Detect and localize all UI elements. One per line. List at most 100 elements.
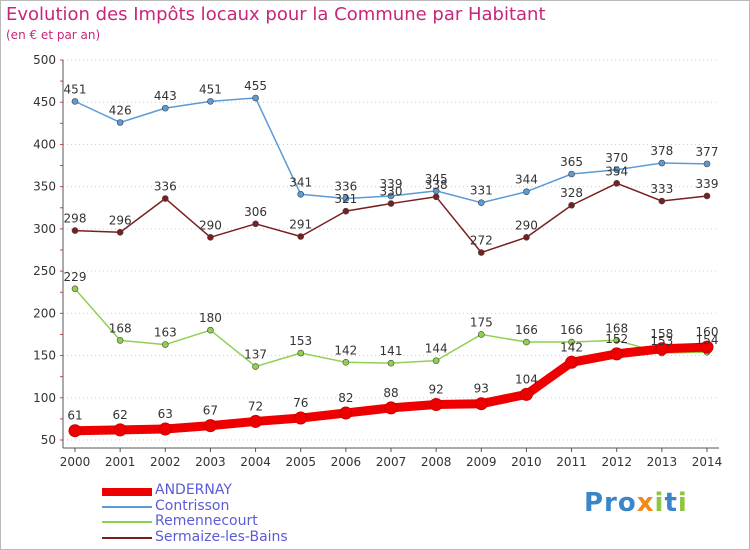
data-point-sermaize-les-bains-2012 [613,179,621,187]
y-tick-label-450: 450 [33,95,56,109]
data-point-contrisson-2001 [116,119,124,126]
data-label-contrisson-2014: 377 [696,145,719,159]
y-tick-label-500: 500 [33,53,56,67]
data-label-contrisson-2005: 341 [289,175,312,189]
data-label-sermaize-les-bains-2002: 336 [154,179,177,193]
data-point-andernay-2011 [565,355,579,369]
data-point-sermaize-les-bains-2006 [342,207,350,215]
data-label-remennecourt-2008: 144 [425,342,448,356]
data-label-andernay-2010: 104 [515,372,538,386]
data-point-sermaize-les-bains-2004 [252,220,259,228]
data-label-sermaize-les-bains-2012: 354 [605,164,628,178]
series-layer [68,94,714,438]
data-labels: 61 62 63 67 72 76 82 88 92 93 104 142 152 158 160 451 42… [64,79,719,423]
data-label-contrisson-2009: 331 [470,184,493,198]
data-label-remennecourt-2004: 137 [244,348,267,362]
x-tick-label-2014: 2014 [692,455,723,469]
y-tick-label-200: 200 [33,306,56,320]
data-point-contrisson-2009 [477,199,485,207]
data-label-sermaize-les-bains-2013: 333 [650,182,673,196]
data-label-andernay-2008: 92 [429,383,444,397]
data-label-sermaize-les-bains-2008: 338 [425,178,448,192]
data-label-contrisson-2011: 365 [560,155,583,169]
data-point-remennecourt-2004 [252,363,259,370]
data-label-contrisson-2004: 455 [244,79,267,93]
data-point-remennecourt-2002 [161,341,169,348]
data-point-sermaize-les-bains-2005 [297,233,305,240]
data-point-contrisson-2010 [523,188,530,196]
data-label-andernay-2014: 160 [696,325,719,339]
legend-label-andernay: ANDERNAY [155,482,232,498]
legend-label-sermaize: Sermaize-les-Bains [155,529,288,545]
x-tick-label-2011: 2011 [556,455,587,469]
data-point-andernay-2001 [113,423,127,437]
x-tick-label-2008: 2008 [421,455,452,469]
legend-swatch-remennecourt [102,521,152,523]
data-point-andernay-2013 [655,342,669,356]
x-tick-label-2003: 2003 [195,455,226,469]
data-point-remennecourt-2006 [342,359,350,366]
logo-part-t: t [664,488,678,518]
legend-label-contrisson: Contrisson [155,498,230,514]
data-label-sermaize-les-bains-2010: 290 [515,218,538,232]
data-point-contrisson-2002 [161,104,169,112]
gridlines [63,59,719,441]
data-point-remennecourt-2007 [387,359,395,367]
legend-label-remennecourt: Remennecourt [155,513,258,529]
data-point-sermaize-les-bains-2013 [658,197,666,205]
axes: 50 100 150 200 250 300 350 400 450 500 2000 2001 200… [33,53,722,469]
data-label-remennecourt-2009: 175 [470,315,493,329]
logo-part-pro: Pro [584,488,637,518]
data-label-sermaize-les-bains-2004: 306 [244,205,267,219]
data-point-andernay-2004 [249,414,263,428]
data-label-contrisson-2002: 443 [154,89,177,103]
data-label-sermaize-les-bains-2003: 290 [199,218,222,232]
data-label-remennecourt-2001: 168 [109,321,132,335]
data-point-remennecourt-2001 [116,337,124,344]
data-point-sermaize-les-bains-2014 [703,192,711,200]
y-tick-label-350: 350 [33,180,56,194]
data-point-andernay-2009 [474,397,488,411]
data-point-sermaize-les-bains-2001 [116,228,124,236]
data-label-remennecourt-2007: 141 [380,344,403,358]
data-point-contrisson-2004 [252,94,259,102]
data-point-contrisson-2006 [342,195,350,202]
data-point-andernay-2014 [700,340,714,354]
data-label-remennecourt-2002: 163 [154,326,177,340]
data-label-andernay-2004: 72 [248,399,263,413]
data-label-sermaize-les-bains-2014: 339 [696,177,719,191]
data-point-sermaize-les-bains-2008 [432,193,440,201]
x-tick-label-2004: 2004 [240,455,271,469]
x-tick-label-2010: 2010 [511,455,542,469]
data-point-andernay-2010 [519,387,533,401]
data-label-contrisson-2003: 451 [199,82,222,96]
data-point-contrisson-2011 [568,170,575,178]
x-tick-label-2002: 2002 [150,455,181,469]
x-tick-label-2005: 2005 [285,455,316,469]
data-label-remennecourt-2000: 229 [64,270,87,284]
data-label-andernay-2003: 67 [203,404,218,418]
data-label-remennecourt-2014: 154 [696,333,719,347]
data-label-remennecourt-2003: 180 [199,311,222,325]
data-point-remennecourt-2000 [71,285,79,293]
data-point-remennecourt-2011 [568,338,575,346]
data-label-andernay-2005: 76 [293,396,308,410]
proxiti-logo: Proxiti [584,488,688,518]
data-label-sermaize-les-bains-2011: 328 [560,186,583,200]
data-point-contrisson-2012 [613,166,621,174]
data-label-sermaize-les-bains-2006: 321 [334,192,357,206]
legend-swatch-andernay [102,488,152,496]
data-point-andernay-2000 [68,424,82,438]
data-label-contrisson-2001: 426 [109,103,132,117]
data-label-sermaize-les-bains-2001: 296 [109,213,132,227]
data-label-sermaize-les-bains-2007: 330 [380,185,403,199]
x-tick-label-2009: 2009 [466,455,497,469]
data-point-contrisson-2000 [71,98,79,105]
data-point-andernay-2007 [384,401,398,415]
logo-part-x: x [636,488,655,518]
data-label-remennecourt-2010: 166 [515,323,538,337]
data-label-andernay-2013: 158 [650,327,673,341]
data-point-remennecourt-2012 [613,337,621,344]
data-label-contrisson-2000: 451 [64,82,87,96]
